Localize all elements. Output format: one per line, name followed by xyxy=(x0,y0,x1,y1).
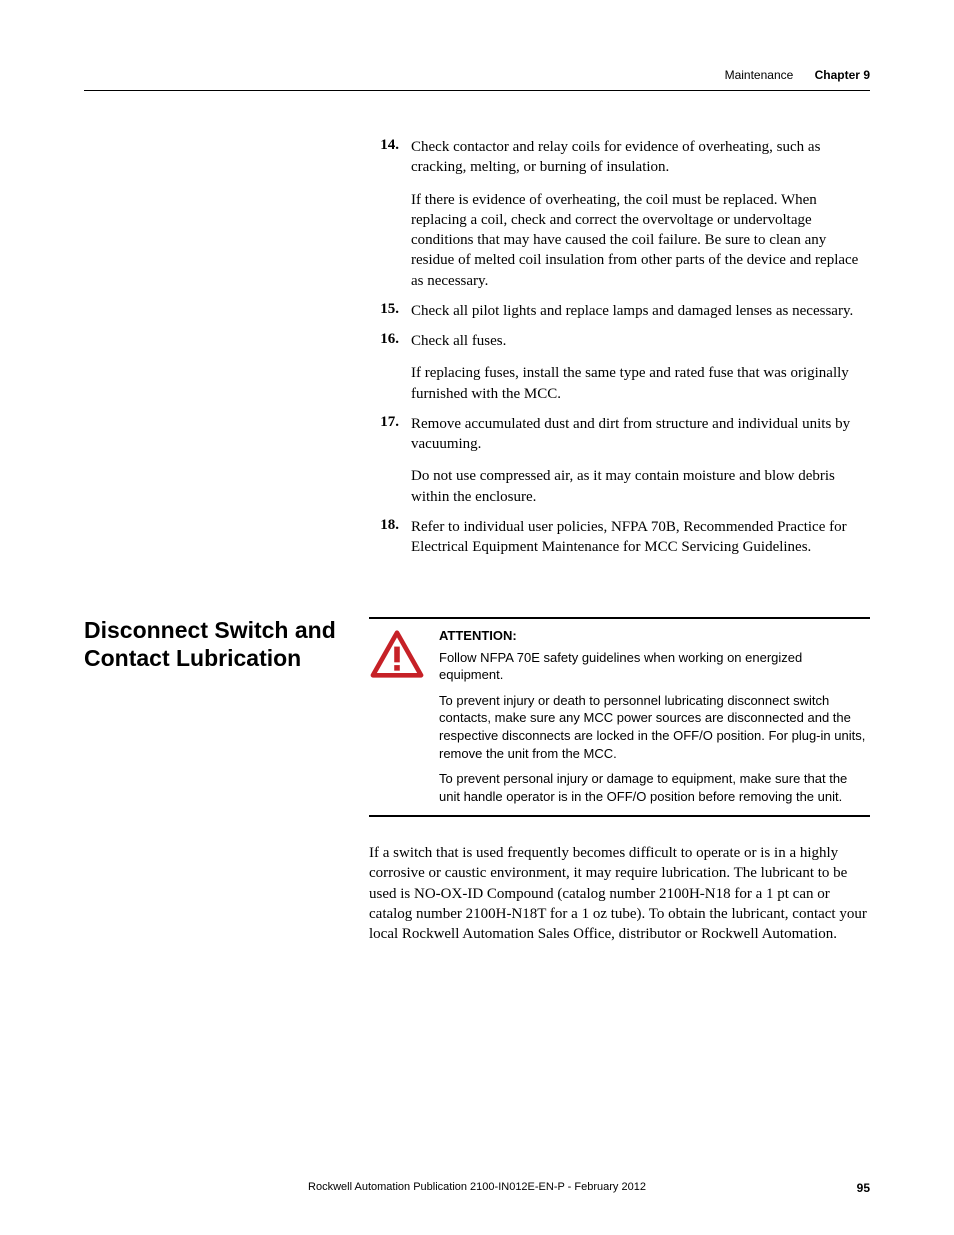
list-item-para: Check contactor and relay coils for evid… xyxy=(411,137,870,178)
list-item: 17. Remove accumulated dust and dirt fro… xyxy=(369,414,870,507)
section-body: ATTENTION: Follow NFPA 70E safety guidel… xyxy=(369,617,870,956)
list-item-number: 14. xyxy=(369,137,411,291)
header-section: Maintenance xyxy=(725,68,794,82)
page: Maintenance Chapter 9 14. Check contacto… xyxy=(0,0,954,1235)
list-item-para: If replacing fuses, install the same typ… xyxy=(411,363,870,404)
content-block-1: 14. Check contactor and relay coils for … xyxy=(84,137,870,567)
section-heading: Disconnect Switch and Contact Lubricatio… xyxy=(84,617,339,672)
list-item-para: Check all pilot lights and replace lamps… xyxy=(411,301,870,321)
header-rule xyxy=(84,90,870,91)
content-block-2: Disconnect Switch and Contact Lubricatio… xyxy=(84,617,870,956)
list-item-number: 15. xyxy=(369,301,411,321)
list-item-body: Check all fuses. If replacing fuses, ins… xyxy=(411,331,870,404)
left-margin-2: Disconnect Switch and Contact Lubricatio… xyxy=(84,617,339,956)
attention-box: ATTENTION: Follow NFPA 70E safety guidel… xyxy=(369,617,870,817)
attention-title: ATTENTION: xyxy=(439,627,870,645)
list-item: 14. Check contactor and relay coils for … xyxy=(369,137,870,291)
footer-publication: Rockwell Automation Publication 2100-IN0… xyxy=(308,1181,646,1193)
list-item-body: Check all pilot lights and replace lamps… xyxy=(411,301,870,321)
list-item-para: Remove accumulated dust and dirt from st… xyxy=(411,414,870,455)
list-item-number: 18. xyxy=(369,517,411,558)
footer-page-number: 95 xyxy=(857,1181,870,1195)
page-footer: Rockwell Automation Publication 2100-IN0… xyxy=(84,1181,870,1193)
attention-para: Follow NFPA 70E safety guidelines when w… xyxy=(439,649,870,684)
numbered-list: 14. Check contactor and relay coils for … xyxy=(369,137,870,567)
left-margin-1 xyxy=(84,137,339,567)
attention-icon xyxy=(369,627,425,805)
list-item: 18. Refer to individual user policies, N… xyxy=(369,517,870,558)
list-item-para: Check all fuses. xyxy=(411,331,870,351)
body-paragraph: If a switch that is used frequently beco… xyxy=(369,843,870,944)
list-item-number: 17. xyxy=(369,414,411,507)
list-item: 16. Check all fuses. If replacing fuses,… xyxy=(369,331,870,404)
header-chapter: Chapter 9 xyxy=(815,68,870,82)
list-item-para: Refer to individual user policies, NFPA … xyxy=(411,517,870,558)
list-item: 15. Check all pilot lights and replace l… xyxy=(369,301,870,321)
page-header: Maintenance Chapter 9 xyxy=(84,68,870,82)
list-item-body: Refer to individual user policies, NFPA … xyxy=(411,517,870,558)
list-item-number: 16. xyxy=(369,331,411,404)
list-item-body: Check contactor and relay coils for evid… xyxy=(411,137,870,291)
list-item-para: Do not use compressed air, as it may con… xyxy=(411,466,870,507)
list-item-para: If there is evidence of overheating, the… xyxy=(411,190,870,291)
attention-para: To prevent personal injury or damage to … xyxy=(439,770,870,805)
attention-para: To prevent injury or death to personnel … xyxy=(439,692,870,762)
attention-text: ATTENTION: Follow NFPA 70E safety guidel… xyxy=(439,627,870,805)
list-item-body: Remove accumulated dust and dirt from st… xyxy=(411,414,870,507)
